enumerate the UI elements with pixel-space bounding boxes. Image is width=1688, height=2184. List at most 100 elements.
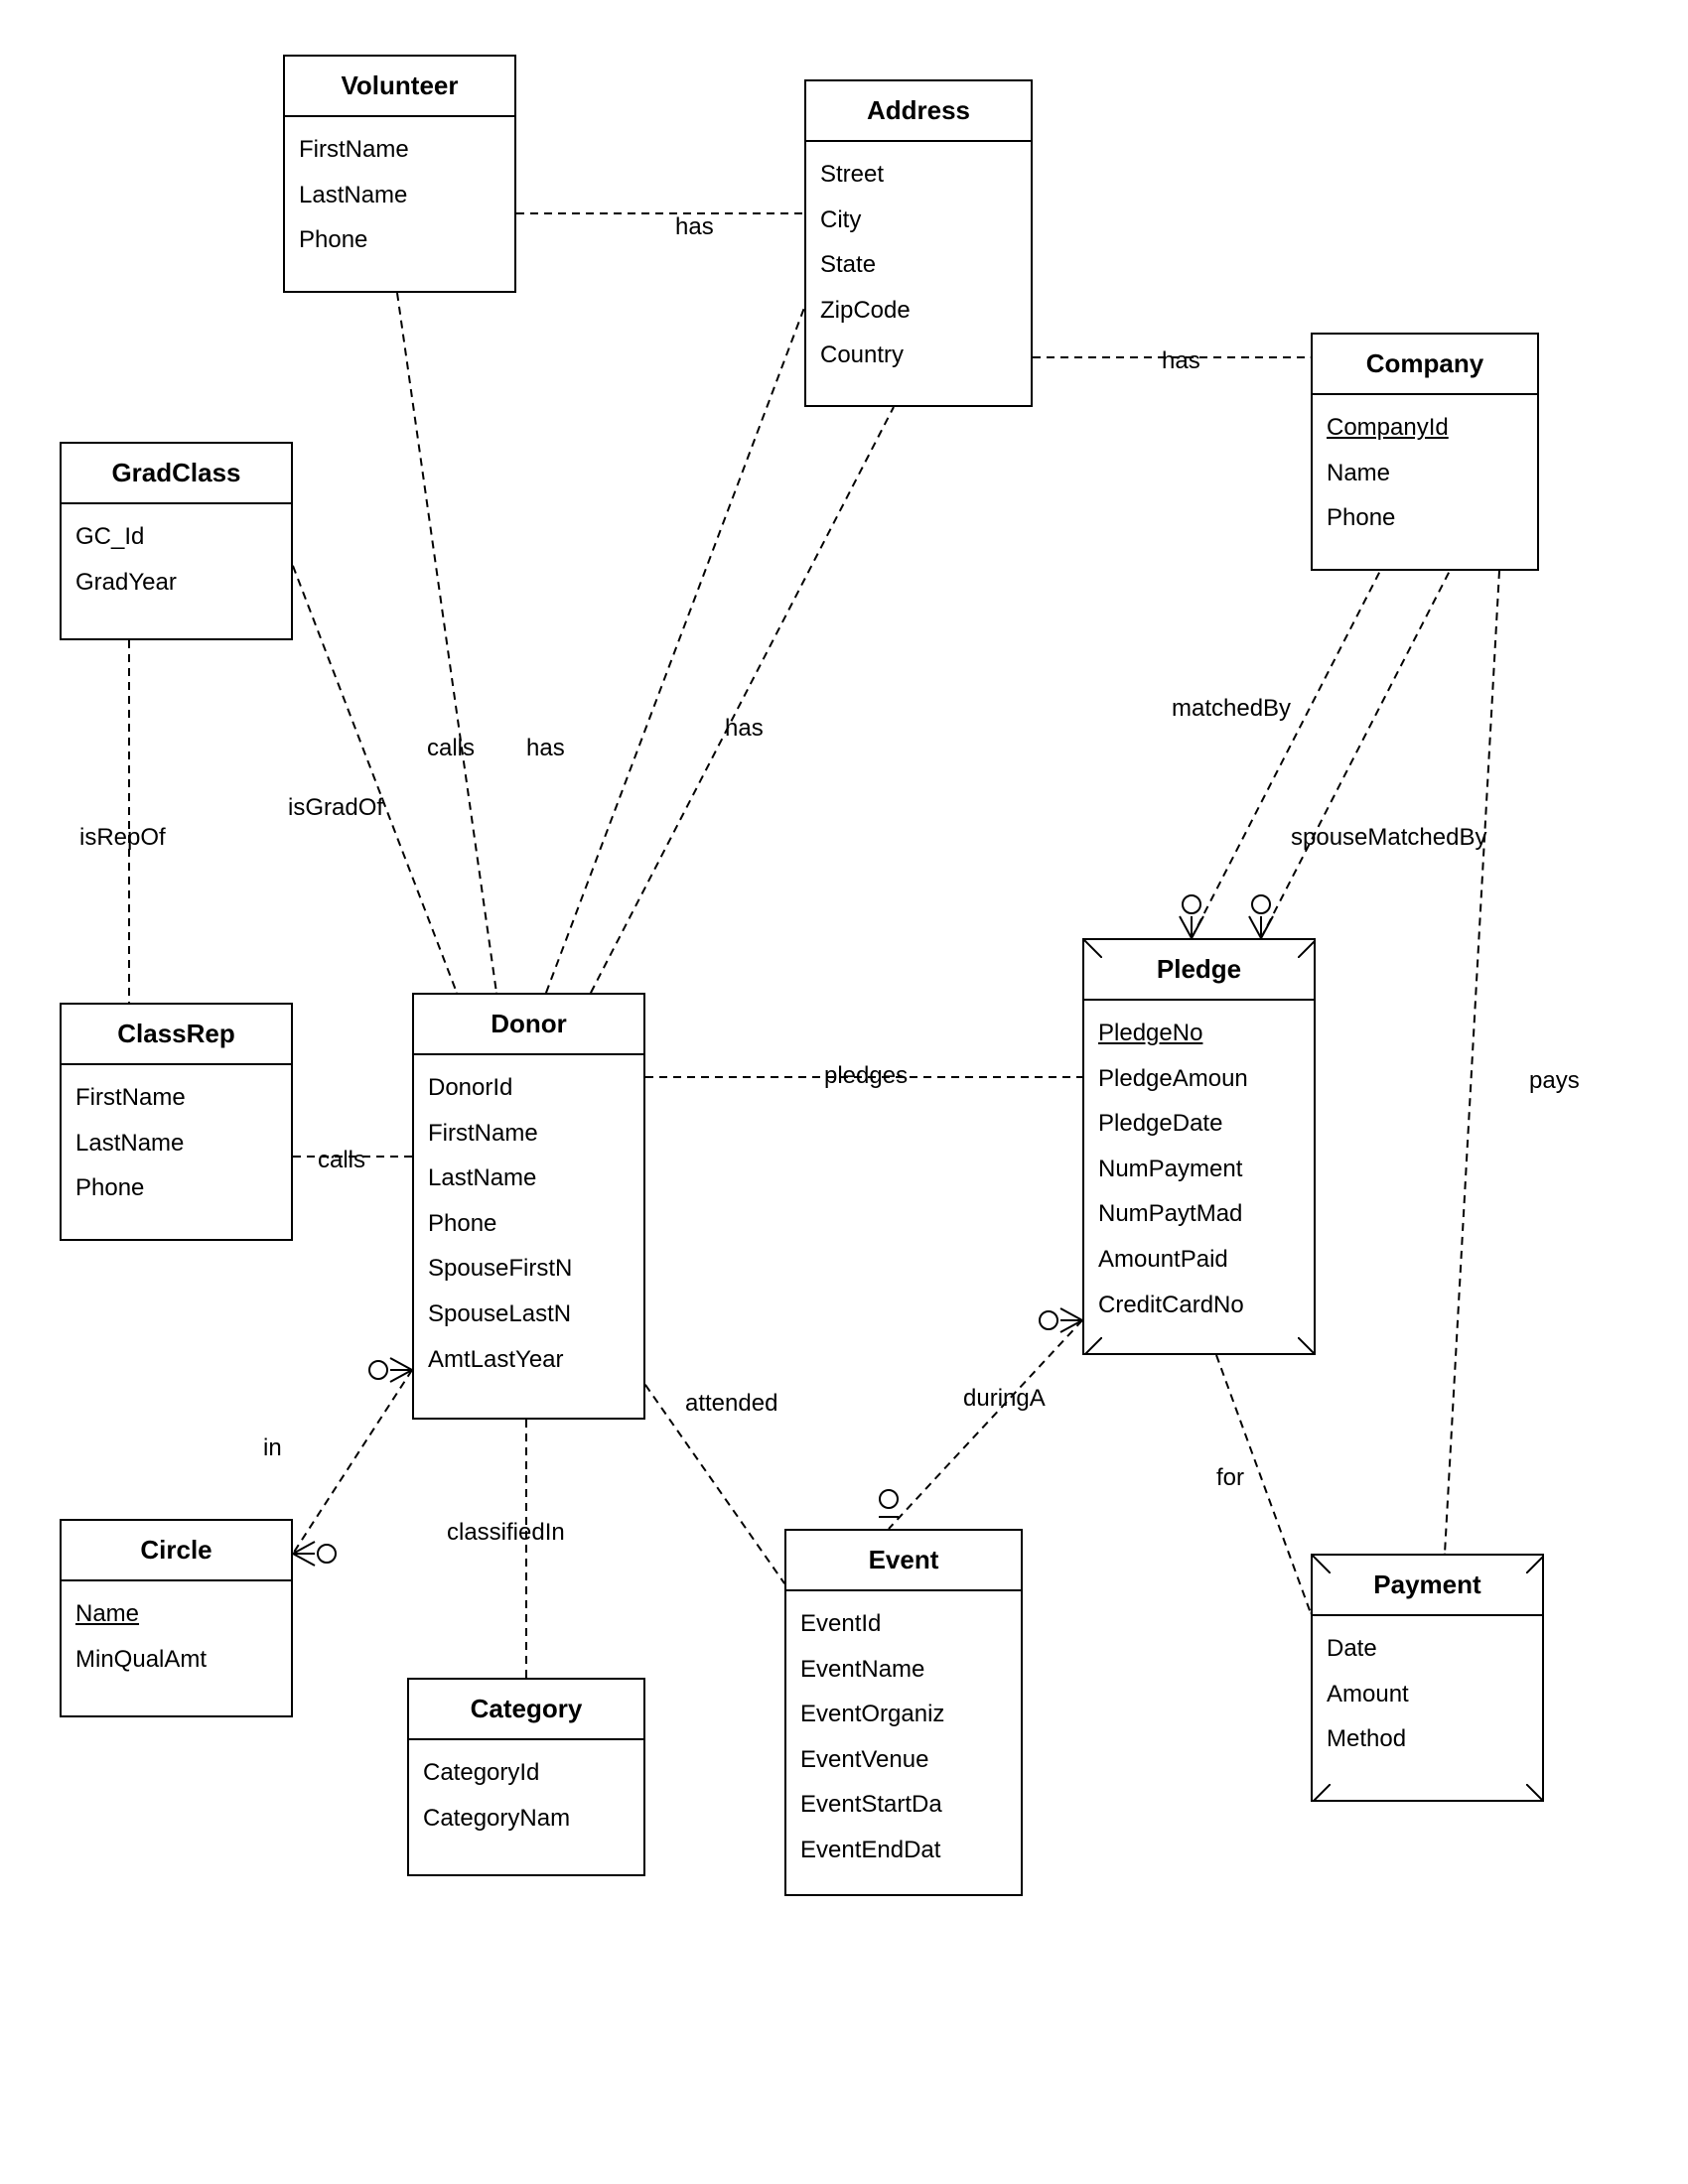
- entity-classrep: ClassRepFirstNameLastNamePhone: [60, 1003, 293, 1241]
- rel-line-pledge-company-spouse: [1261, 571, 1450, 938]
- entity-circle: CircleNameMinQualAmt: [60, 1519, 293, 1717]
- entity-attr: Phone: [1327, 495, 1523, 541]
- rel-label-pledge-company-matched: matchedBy: [1172, 695, 1291, 723]
- entity-attr: Phone: [299, 217, 500, 263]
- entity-attrs: EventIdEventNameEventOrganizEventVenueEv…: [786, 1591, 1021, 1883]
- entity-attr: LastName: [299, 173, 500, 218]
- entity-attr: Street: [820, 152, 1017, 198]
- entity-volunteer: VolunteerFirstNameLastNamePhone: [283, 55, 516, 293]
- entity-title: Event: [786, 1531, 1021, 1591]
- entity-attr: AmtLastYear: [428, 1337, 630, 1383]
- rel-label-vol-addr-has: has: [675, 213, 714, 241]
- rel-line-grad-donor-isgradof: [293, 566, 457, 993]
- entity-donor: DonorDonorIdFirstNameLastNamePhoneSpouse…: [412, 993, 645, 1420]
- rel-label-classrep-donor-calls: calls: [318, 1147, 365, 1174]
- entity-attrs: GC_IdGradYear: [62, 504, 291, 614]
- entity-attr: CategoryNam: [423, 1796, 630, 1842]
- entity-attr: SpouseFirstN: [428, 1246, 630, 1292]
- entity-attrs: CompanyIdNamePhone: [1313, 395, 1537, 551]
- entity-attr: EventId: [800, 1601, 1007, 1647]
- rel-line-vol-donor-calls: [397, 293, 496, 993]
- rel-label-donor-category: classifiedIn: [447, 1519, 565, 1547]
- entity-attr: EventStartDa: [800, 1782, 1007, 1828]
- entity-pledge: PledgePledgeNoPledgeAmounPledgeDateNumPa…: [1082, 938, 1316, 1355]
- rel-label-pledge-event-during: duringA: [963, 1385, 1046, 1413]
- rel-label-donor-circle-in: in: [263, 1434, 282, 1462]
- rel-label-donor-addr-has: has: [725, 715, 764, 743]
- entity-attrs: FirstNameLastNamePhone: [285, 117, 514, 273]
- rel-label-donor-pledge: pledges: [824, 1062, 908, 1090]
- rel-label-pledge-company-spouse: spouseMatchedBy: [1291, 824, 1486, 852]
- entity-attr: FirstName: [75, 1075, 277, 1121]
- entity-attr: Name: [1327, 451, 1523, 496]
- entity-address: AddressStreetCityStateZipCodeCountry: [804, 79, 1033, 407]
- rel-line-donor-circle-in: [293, 1370, 412, 1554]
- entity-gradclass: GradClassGC_IdGradYear: [60, 442, 293, 640]
- rel-label-vol-donor-calls: calls: [427, 735, 475, 762]
- entity-attr: NumPaytMad: [1098, 1191, 1300, 1237]
- rel-label-donor-addr-has-top: has: [526, 735, 565, 762]
- entity-company: CompanyCompanyIdNamePhone: [1311, 333, 1539, 571]
- entity-title: Address: [806, 81, 1031, 142]
- rel-line-donor-addr-has: [591, 407, 894, 993]
- entity-attr: PledgeAmoun: [1098, 1056, 1300, 1102]
- entity-attr: CreditCardNo: [1098, 1283, 1300, 1328]
- entity-attr: Country: [820, 333, 1017, 378]
- entity-attr: Date: [1327, 1626, 1528, 1672]
- rel-label-donor-event-attended: attended: [685, 1390, 777, 1418]
- entity-attr: Phone: [75, 1165, 277, 1211]
- entity-attr: LastName: [75, 1121, 277, 1166]
- entity-attr: FirstName: [299, 127, 500, 173]
- entity-attrs: CategoryIdCategoryNam: [409, 1740, 643, 1850]
- entity-title: Circle: [62, 1521, 291, 1581]
- entity-attrs: FirstNameLastNamePhone: [62, 1065, 291, 1221]
- entity-attr: EventName: [800, 1647, 1007, 1693]
- entity-attr: PledgeNo: [1098, 1011, 1300, 1056]
- entity-attr: CategoryId: [423, 1750, 630, 1796]
- rel-line-donor-addr-has-top: [546, 308, 804, 993]
- entity-attr: FirstName: [428, 1111, 630, 1157]
- er-diagram-canvas: VolunteerFirstNameLastNamePhoneAddressSt…: [0, 0, 1688, 2184]
- rel-label-addr-company-has: has: [1162, 347, 1200, 375]
- entity-title: Pledge: [1084, 940, 1314, 1001]
- entity-title: ClassRep: [62, 1005, 291, 1065]
- entity-attr: AmountPaid: [1098, 1237, 1300, 1283]
- entity-attr: DonorId: [428, 1065, 630, 1111]
- entity-attr: Phone: [428, 1201, 630, 1247]
- entity-attr: State: [820, 242, 1017, 288]
- entity-attr: Method: [1327, 1716, 1528, 1762]
- entity-title: Company: [1313, 335, 1537, 395]
- entity-title: Category: [409, 1680, 643, 1740]
- entity-title: Donor: [414, 995, 643, 1055]
- entity-attrs: DateAmountMethod: [1313, 1616, 1542, 1772]
- entity-attr: GradYear: [75, 560, 277, 606]
- rel-label-grad-donor-isgradof: isGradOf: [288, 794, 383, 822]
- entity-attr: EventEndDat: [800, 1828, 1007, 1873]
- entity-attr: CompanyId: [1327, 405, 1523, 451]
- entity-attr: EventVenue: [800, 1737, 1007, 1783]
- entity-attr: NumPayment: [1098, 1147, 1300, 1192]
- entity-attrs: PledgeNoPledgeAmounPledgeDateNumPaymentN…: [1084, 1001, 1314, 1337]
- entity-title: GradClass: [62, 444, 291, 504]
- entity-attr: City: [820, 198, 1017, 243]
- entity-attrs: StreetCityStateZipCodeCountry: [806, 142, 1031, 388]
- entity-attr: SpouseLastN: [428, 1292, 630, 1337]
- rel-line-pledge-company-matched: [1192, 571, 1380, 938]
- entity-attr: LastName: [428, 1156, 630, 1201]
- entity-attr: EventOrganiz: [800, 1692, 1007, 1737]
- entity-payment: PaymentDateAmountMethod: [1311, 1554, 1544, 1802]
- entity-attrs: NameMinQualAmt: [62, 1581, 291, 1692]
- rel-line-company-payment-pays: [1445, 571, 1499, 1554]
- entity-attr: Name: [75, 1591, 277, 1637]
- entity-event: EventEventIdEventNameEventOrganizEventVe…: [784, 1529, 1023, 1896]
- entity-attr: ZipCode: [820, 288, 1017, 334]
- entity-attr: GC_Id: [75, 514, 277, 560]
- rel-label-company-payment-pays: pays: [1529, 1067, 1580, 1095]
- entity-attrs: DonorIdFirstNameLastNamePhoneSpouseFirst…: [414, 1055, 643, 1392]
- entity-attr: MinQualAmt: [75, 1637, 277, 1683]
- rel-label-grad-classrep-isrepof: isRepOf: [79, 824, 166, 852]
- entity-attr: PledgeDate: [1098, 1101, 1300, 1147]
- entity-category: CategoryCategoryIdCategoryNam: [407, 1678, 645, 1876]
- rel-line-pledge-event-during: [889, 1320, 1082, 1529]
- entity-title: Payment: [1313, 1556, 1542, 1616]
